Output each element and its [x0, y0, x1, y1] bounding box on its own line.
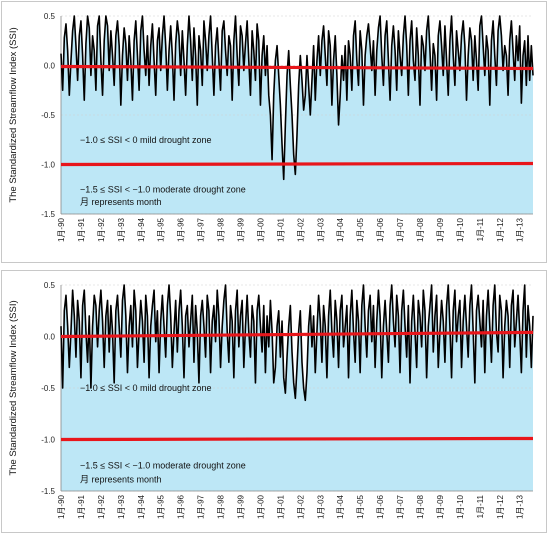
ssi-line-chart-bottom: 0.5 0.0 -0.5 -1.0 -1.51月-90 1月-91 1月-92 1月-93 1月… — [8, 281, 534, 519]
moderate-drought-note: −1.5 ≤ SSI < −1.0 moderate drought zone — [80, 184, 246, 194]
moderate-drought-threshold-line — [60, 161, 534, 167]
x-tick-label: 1月-94 — [137, 217, 146, 242]
x-tick-label: 1月-11 — [476, 217, 485, 241]
month-legend-note: 月 represents month — [80, 475, 162, 485]
x-tick-label: 1月-01 — [276, 494, 285, 519]
x-tick-label: 1月-07 — [396, 217, 405, 242]
y-tick-label: 0.0 — [44, 62, 56, 71]
mild-drought-note: −1.0 ≤ SSI < 0 mild drought zone — [80, 135, 212, 145]
y-tick-label: 0.5 — [44, 12, 56, 21]
x-tick-label: 1月-08 — [416, 494, 425, 519]
x-tick-label: 1月-91 — [77, 494, 86, 519]
x-tick-label: 1月-01 — [276, 217, 285, 242]
ssi-chart-panel-top: 0.5 0.0 -0.5 -1.0 -1.5 1月-90 1月-91 1月-92 1月-93 1月… — [1, 1, 547, 263]
x-tick-label: 1月-90 — [57, 494, 66, 519]
y-tick-label: 0.5 — [44, 281, 56, 290]
x-tick-label: 1月-00 — [256, 217, 265, 242]
x-tick-label: 1月-95 — [157, 494, 166, 519]
zero-reference-line — [60, 330, 534, 339]
y-tick-label: -1.0 — [41, 161, 55, 170]
x-tick-label: 1月-10 — [456, 494, 465, 519]
x-tick-label: 1月-08 — [416, 217, 425, 242]
x-tick-label: 1月-03 — [316, 217, 325, 242]
x-tick-label: 1月-94 — [137, 494, 146, 519]
x-tick-label: 1月-90 — [57, 217, 66, 242]
x-tick-label: 1月-04 — [336, 494, 345, 519]
x-tick-label: 1月-10 — [456, 217, 465, 242]
x-tick-label: 1月-93 — [117, 494, 126, 519]
moderate-drought-note: −1.5 ≤ SSI < −1.0 moderate drought zone — [80, 460, 246, 470]
y-axis-label: The Standardized Streamflow Index (SSI) — [8, 27, 19, 202]
month-legend-note: 月 represents month — [80, 197, 162, 207]
ssi-series-line — [60, 284, 534, 402]
x-tick-label: 1月-09 — [436, 494, 445, 519]
x-tick-label: 1月-03 — [316, 494, 325, 519]
y-tick-label: -1.0 — [41, 436, 55, 445]
x-tick-label: 1月-02 — [296, 217, 305, 242]
x-tick-label: 1月-06 — [376, 494, 385, 519]
x-tick-label: 1月-97 — [197, 217, 206, 242]
x-tick-label: 1月-07 — [396, 494, 405, 519]
mild-drought-note: −1.0 ≤ SSI < 0 mild drought zone — [80, 383, 212, 393]
x-tick-label: 1月-12 — [496, 494, 505, 519]
x-tick-label: 1月-97 — [197, 494, 206, 519]
ssi-line-chart-top: 0.5 0.0 -0.5 -1.0 -1.51月-90 1月-91 1月-92 1月-93 1月… — [8, 12, 534, 242]
x-tick-label: 1月-13 — [516, 494, 525, 519]
ssi-series-line — [60, 15, 534, 181]
zero-reference-line — [60, 64, 534, 71]
x-tick-label: 1月-05 — [356, 217, 365, 242]
x-tick-label: 1月-99 — [236, 217, 245, 242]
x-tick-label: 1月-91 — [77, 217, 86, 242]
x-tick-label: 1月-09 — [436, 217, 445, 242]
y-tick-label: -0.5 — [41, 111, 55, 120]
x-tick-label: 1月-95 — [157, 217, 166, 242]
y-tick-label: 0.0 — [44, 333, 56, 342]
x-tick-label: 1月-12 — [496, 217, 505, 242]
x-tick-label: 1月-98 — [217, 494, 226, 519]
x-tick-label: 1月-00 — [256, 494, 265, 519]
x-tick-label: 1月-92 — [97, 217, 106, 242]
x-tick-label: 1月-98 — [217, 217, 226, 242]
x-tick-label: 1月-06 — [376, 217, 385, 242]
y-axis-label: The Standardized Streamflow Index (SSI) — [8, 300, 19, 475]
x-tick-label: 1月-04 — [336, 217, 345, 242]
x-tick-label: 1月-11 — [476, 494, 485, 518]
x-tick-label: 1月-92 — [97, 494, 106, 519]
x-tick-label: 1月-02 — [296, 494, 305, 519]
x-tick-label: 1月-13 — [516, 217, 525, 242]
y-tick-label: -1.5 — [41, 487, 55, 496]
y-tick-label: -0.5 — [41, 384, 55, 393]
x-tick-label: 1月-96 — [177, 494, 186, 519]
x-tick-label: 1月-99 — [236, 494, 245, 519]
ssi-chart-panel-bottom: 0.5 0.0 -0.5 -1.0 -1.5 1月-90 1月-91 1月-92 1月-93 1月… — [1, 270, 547, 533]
y-tick-label: -1.5 — [41, 210, 55, 219]
x-tick-label: 1月-93 — [117, 217, 126, 242]
x-tick-label: 1月-96 — [177, 217, 186, 242]
moderate-drought-threshold-line — [60, 436, 534, 442]
x-tick-label: 1月-05 — [356, 494, 365, 519]
